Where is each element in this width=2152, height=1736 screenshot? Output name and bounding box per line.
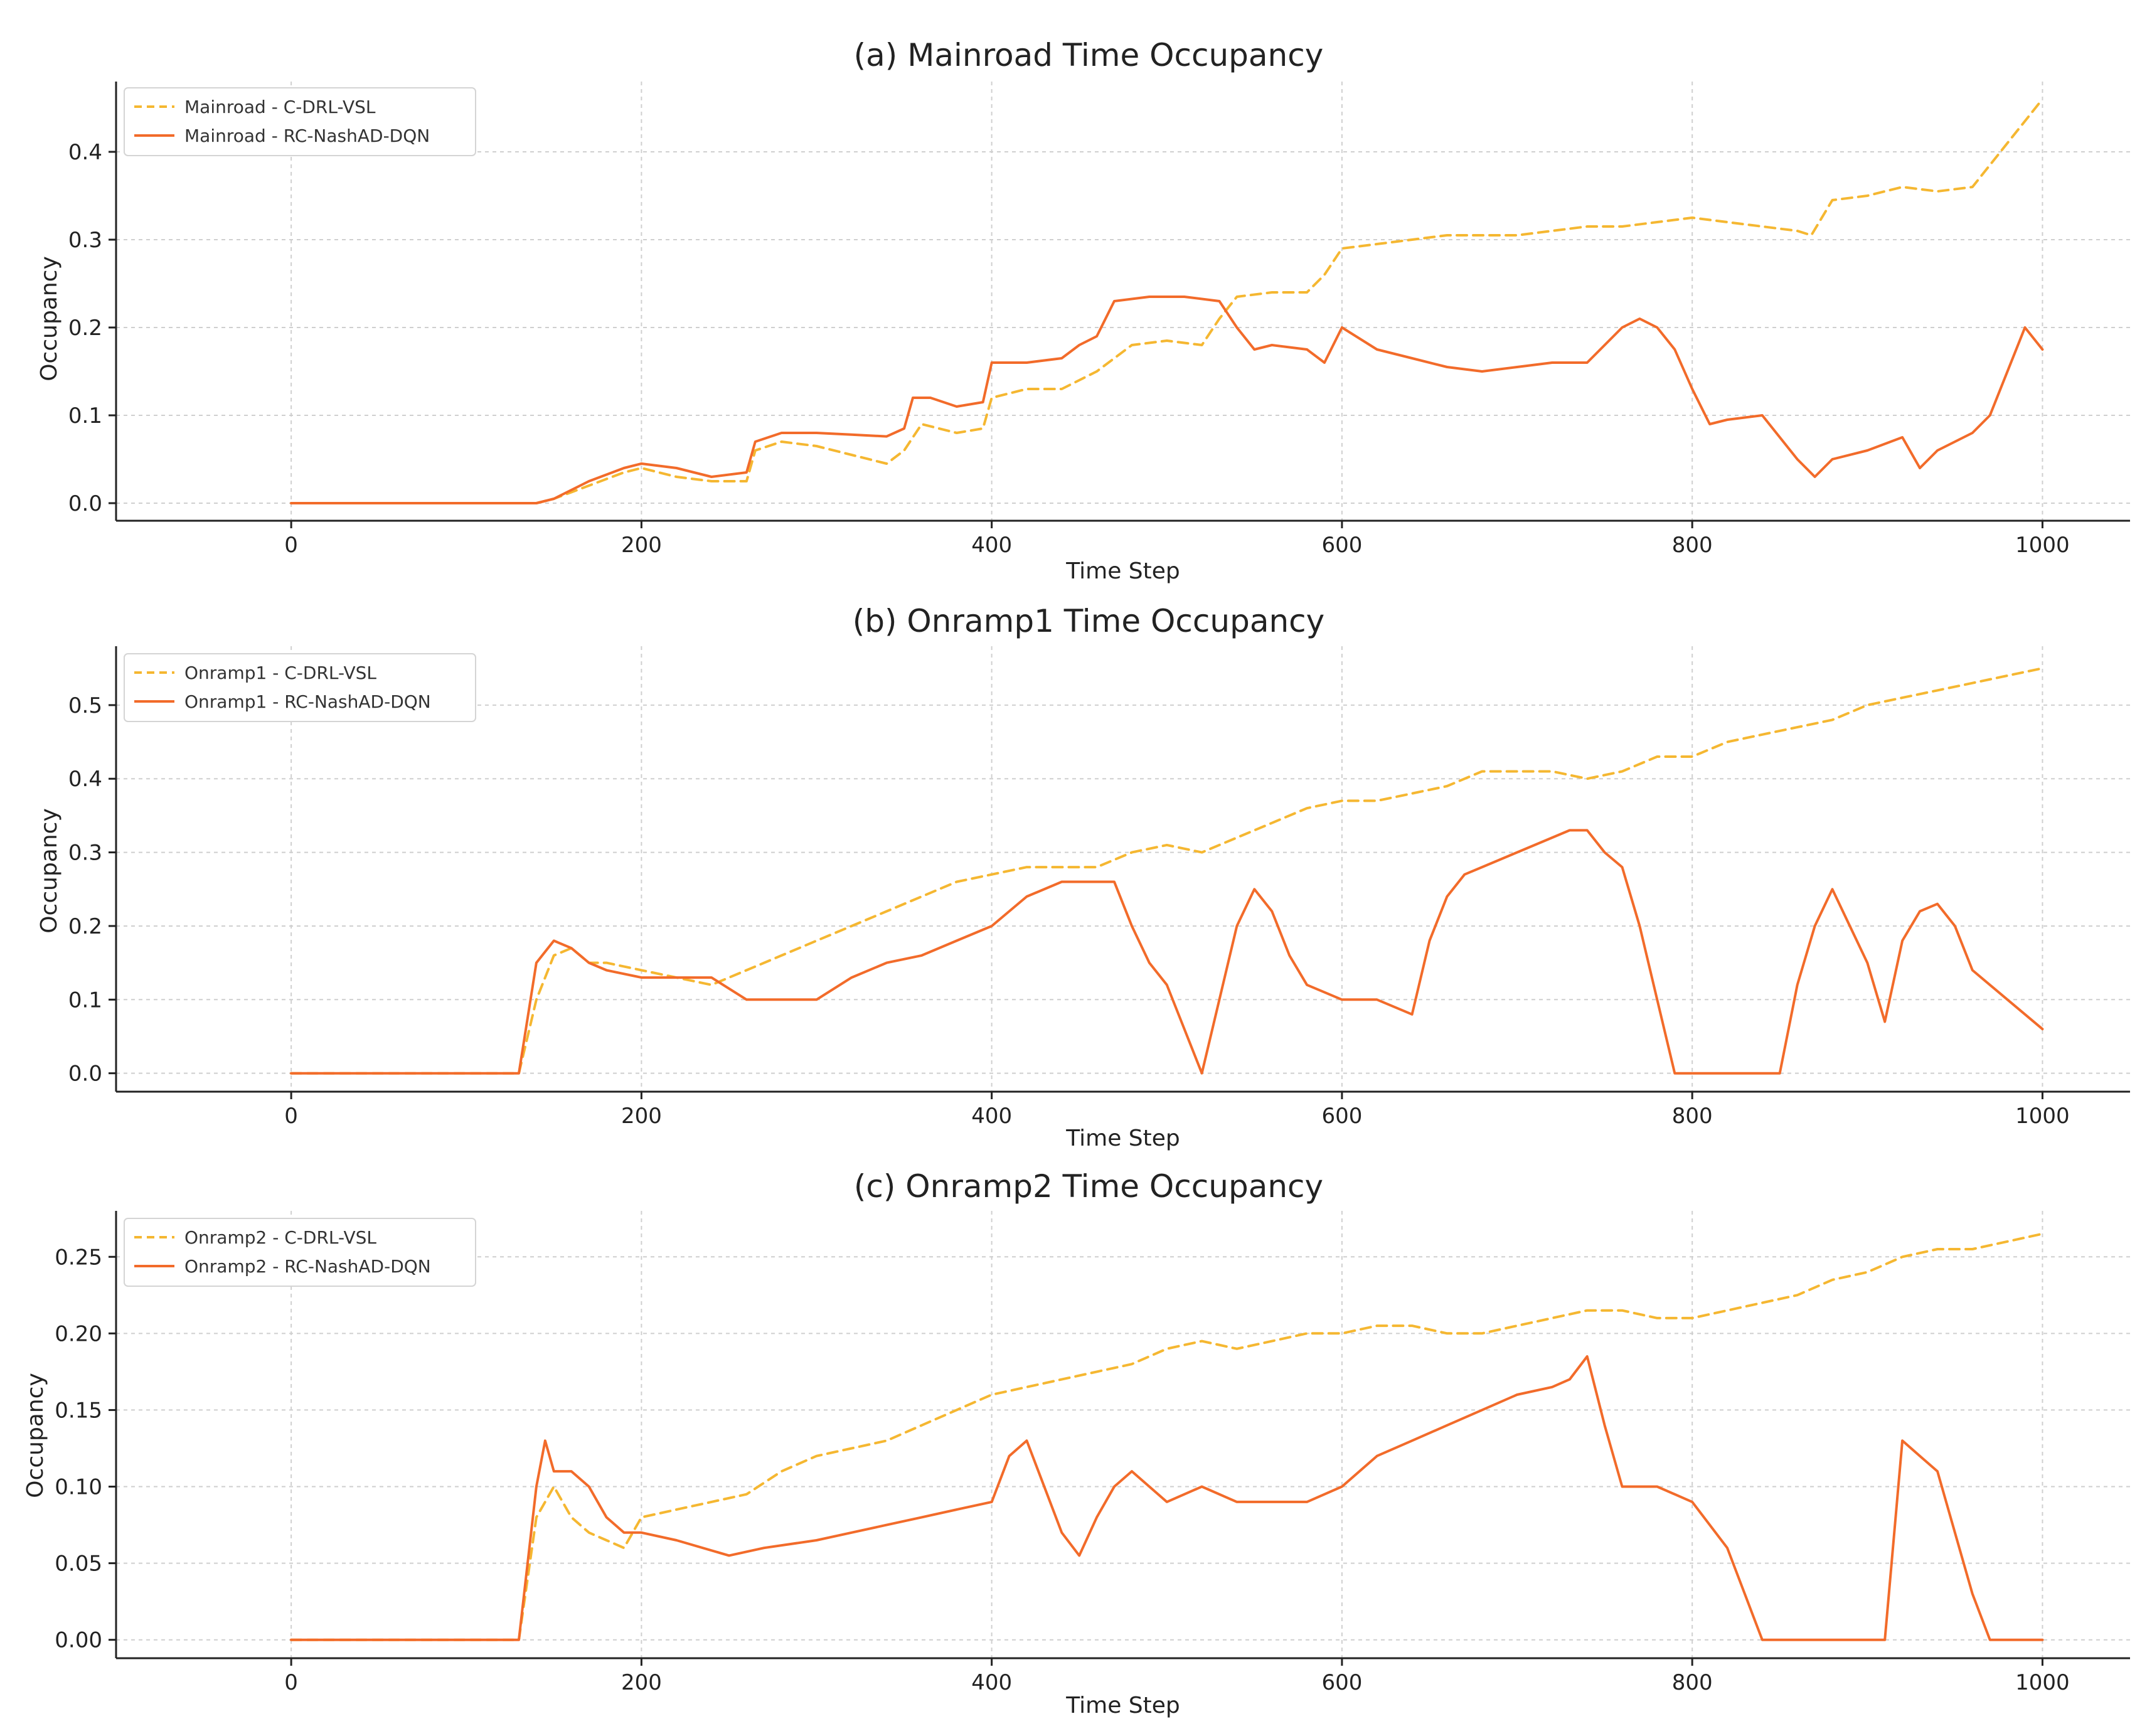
onramp2-xtick-label: 200 (621, 1670, 662, 1695)
mainroad-xlabel: Time Step (1065, 558, 1180, 584)
onramp2-ytick-label: 0.25 (55, 1245, 102, 1270)
onramp1-xtick-label: 0 (284, 1104, 298, 1129)
onramp2-xlabel: Time Step (1065, 1693, 1180, 1718)
mainroad-legend-box (124, 87, 476, 156)
onramp1-xlabel: Time Step (1065, 1126, 1180, 1151)
onramp2-xtick-label: 1000 (2015, 1670, 2070, 1695)
mainroad-ytick-label: 0.3 (68, 228, 102, 253)
mainroad-legend-label: Mainroad - C-DRL-VSL (184, 97, 376, 117)
onramp2-series-rc-nashad-dqn-line (290, 1355, 2044, 1641)
onramp1-legend-label: Onramp1 - RC-NashAD-DQN (184, 691, 431, 712)
mainroad-ytick-label: 0.2 (68, 316, 102, 341)
mainroad-axes: 0 200 400 600 800 1000 0.0 0.1 0.2 0.3 0.4 (68, 82, 2130, 558)
onramp1-xtick-label: 200 (621, 1104, 662, 1129)
onramp1-legend-label: Onramp1 - C-DRL-VSL (184, 663, 376, 683)
onramp2-xtick-label: 800 (1672, 1670, 1713, 1695)
mainroad-grid (116, 82, 2130, 521)
mainroad-ytick-label: 0.0 (68, 491, 102, 516)
mainroad-series-rc-nashad-dqn-line (290, 296, 2044, 504)
onramp1-series (290, 667, 2044, 1075)
onramp1-xtick-label: 800 (1672, 1104, 1713, 1129)
onramp1-series-rc-nashad-dqn-line (290, 829, 2044, 1075)
onramp2-ytick-label: 0.10 (55, 1475, 102, 1500)
onramp2-legend-label: Onramp2 - C-DRL-VSL (184, 1227, 376, 1248)
onramp2-title: (c) Onramp2 Time Occupancy (854, 1168, 1323, 1205)
onramp1-ytick-label: 0.4 (68, 767, 102, 792)
onramp2-xtick-label: 0 (284, 1670, 298, 1695)
onramp2-legend: Onramp2 - C-DRL-VSL Onramp2 - RC-NashAD-D… (124, 1218, 476, 1287)
onramp1-ytick-label: 0.5 (68, 693, 102, 718)
onramp2-ytick-label: 0.00 (55, 1628, 102, 1653)
mainroad-legend: Mainroad - C-DRL-VSL Mainroad - RC-NashAD… (124, 87, 476, 156)
mainroad-xtick-label: 800 (1672, 533, 1713, 558)
onramp2-xtick-label: 400 (971, 1670, 1012, 1695)
onramp2-ytick-label: 0.20 (55, 1321, 102, 1346)
onramp1-legend: Onramp1 - C-DRL-VSL Onramp1 - RC-NashAD-D… (124, 653, 476, 722)
onramp1-ytick-label: 0.0 (68, 1062, 102, 1087)
onramp2-series-cdrl-vsl-line (290, 1232, 2044, 1641)
mainroad-ylabel: Occupancy (36, 256, 62, 381)
onramp1-axes: 0 200 400 600 800 1000 0.0 0.1 0.2 0.3 0.4 0.5 (68, 646, 2130, 1129)
mainroad-series-cdrl-vsl-line (290, 98, 2044, 504)
onramp2-legend-label: Onramp2 - RC-NashAD-DQN (184, 1256, 431, 1277)
mainroad-panel: (a) Mainroad Time Occupancy Time Step Oc… (36, 37, 2130, 584)
onramp1-ytick-label: 0.3 (68, 841, 102, 866)
onramp1-legend-box (124, 653, 476, 722)
onramp2-ytick-label: 0.05 (55, 1552, 102, 1577)
mainroad-xtick-label: 400 (971, 533, 1012, 558)
onramp1-ytick-label: 0.2 (68, 914, 102, 939)
onramp2-ylabel: Occupancy (23, 1373, 48, 1498)
onramp1-title: (b) Onramp1 Time Occupancy (853, 603, 1324, 639)
onramp1-ylabel: Occupancy (36, 808, 62, 934)
mainroad-xtick-label: 1000 (2015, 533, 2070, 558)
onramp1-xtick-label: 600 (1321, 1104, 1362, 1129)
onramp2-ytick-label: 0.15 (55, 1398, 102, 1423)
onramp2-legend-box (124, 1218, 476, 1287)
onramp2-series (290, 1232, 2044, 1641)
mainroad-xtick-label: 0 (284, 533, 298, 558)
onramp2-xtick-label: 600 (1321, 1670, 1362, 1695)
onramp1-ytick-label: 0.1 (68, 988, 102, 1013)
mainroad-legend-label: Mainroad - RC-NashAD-DQN (184, 125, 430, 146)
mainroad-xtick-label: 200 (621, 533, 662, 558)
onramp1-xtick-label: 1000 (2015, 1104, 2070, 1129)
onramp1-grid (116, 646, 2130, 1092)
mainroad-ytick-label: 0.1 (68, 403, 102, 429)
mainroad-title: (a) Mainroad Time Occupancy (854, 37, 1324, 73)
mainroad-ytick-label: 0.4 (68, 140, 102, 165)
onramp1-panel: (b) Onramp1 Time Occupancy Time Step Occ… (36, 603, 2130, 1151)
mainroad-series (290, 98, 2044, 504)
mainroad-xtick-label: 600 (1321, 533, 1362, 558)
onramp2-axes: 0 200 400 600 800 1000 0.00 0.05 0.10 0.15 0.20 0.2… (55, 1211, 2130, 1695)
onramp1-xtick-label: 400 (971, 1104, 1012, 1129)
onramp2-panel: (c) Onramp2 Time Occupancy Time Step Occ… (23, 1168, 2130, 1718)
